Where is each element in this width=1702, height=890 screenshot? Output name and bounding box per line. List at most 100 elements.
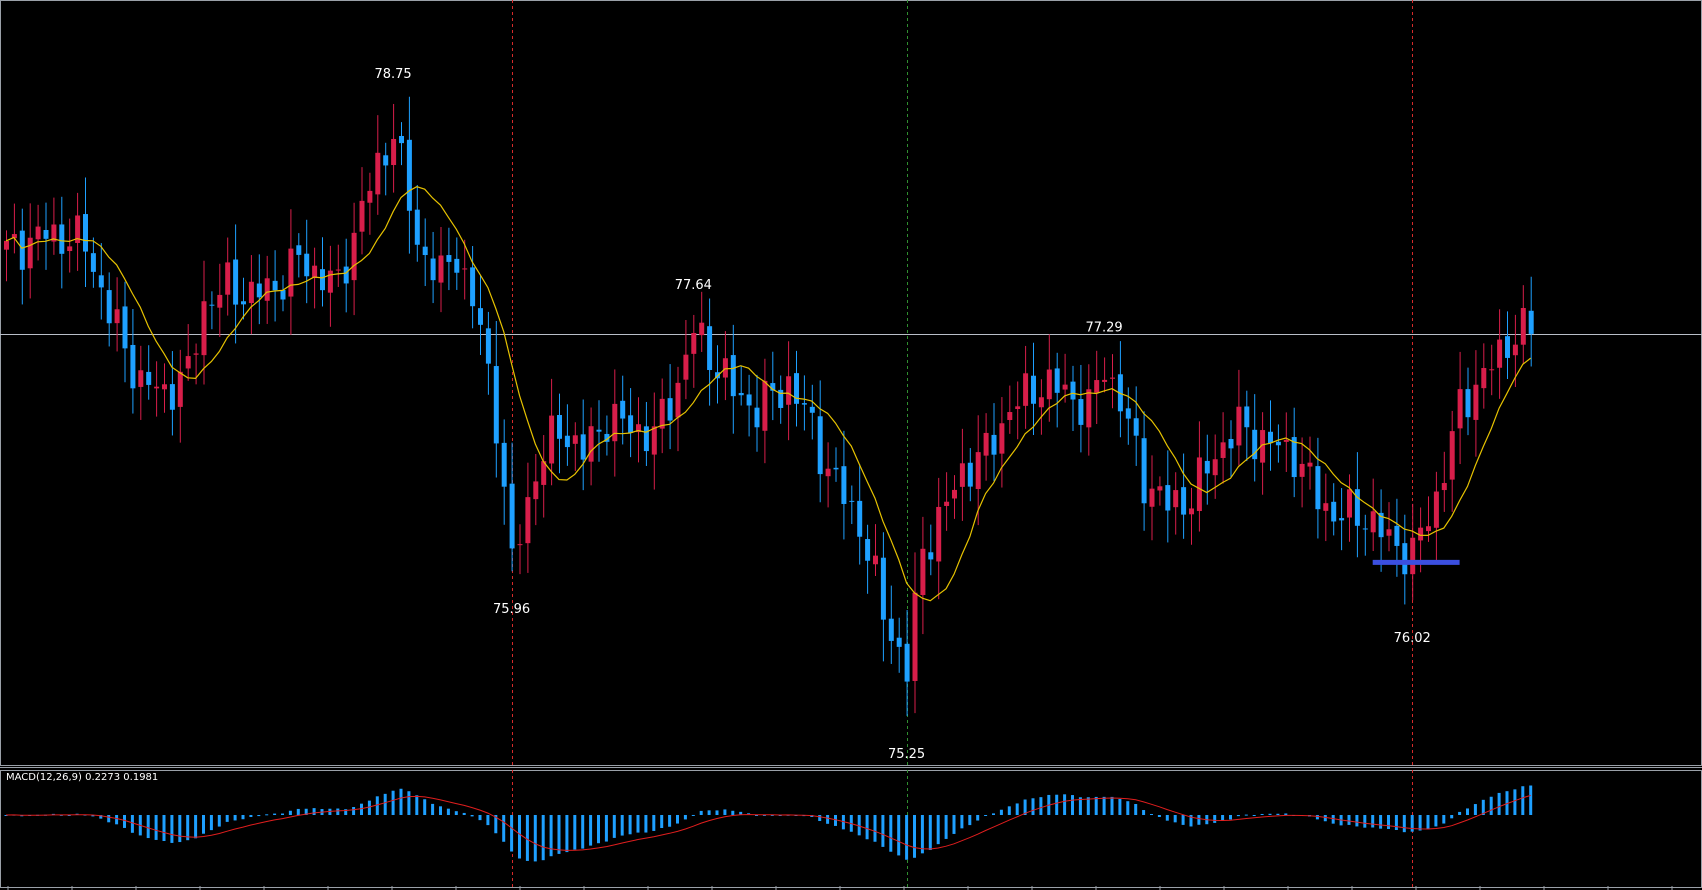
candle-body xyxy=(1141,438,1147,504)
macd-bar xyxy=(1473,804,1477,815)
candle-body xyxy=(359,200,365,232)
candle xyxy=(1441,451,1447,512)
candle xyxy=(75,192,81,271)
candle-body xyxy=(1315,466,1321,510)
candle xyxy=(430,231,436,304)
macd-bar xyxy=(217,815,221,827)
candle xyxy=(256,254,262,325)
macd-bar xyxy=(1450,815,1454,819)
macd-bar xyxy=(107,815,111,823)
candle-body xyxy=(43,229,49,239)
macd-bar xyxy=(668,815,672,827)
candle-body xyxy=(557,415,562,439)
macd-bar xyxy=(976,815,980,821)
candle-body xyxy=(1441,483,1447,491)
macd-bar xyxy=(841,815,845,830)
candle-body xyxy=(1228,438,1234,449)
candle-body xyxy=(604,433,610,442)
candle xyxy=(952,475,957,519)
candle xyxy=(778,375,784,424)
candle-body xyxy=(154,386,160,389)
candle-body xyxy=(1094,380,1100,393)
candle xyxy=(1196,421,1202,532)
macd-bar xyxy=(1434,815,1438,827)
macd-bar xyxy=(1268,813,1272,815)
candle-body xyxy=(1212,459,1218,476)
macd-bar xyxy=(1086,797,1090,815)
candle xyxy=(399,122,404,166)
macd-bar xyxy=(1015,803,1019,815)
candle-body xyxy=(1196,457,1202,512)
candle-body xyxy=(1173,490,1179,508)
candle-body xyxy=(651,426,657,455)
macd-bar xyxy=(304,808,308,815)
candle xyxy=(1157,476,1163,506)
candle-body xyxy=(146,371,152,385)
candle-body xyxy=(770,383,776,391)
candle xyxy=(1078,364,1084,453)
macd-bar xyxy=(510,815,514,852)
macd-bar xyxy=(652,815,656,831)
macd-bar xyxy=(494,815,498,834)
candle-body xyxy=(19,230,25,270)
macd-bar xyxy=(1394,815,1398,830)
macd-bar xyxy=(446,808,450,815)
candle-body xyxy=(1402,543,1408,575)
candle xyxy=(707,298,713,406)
macd-bar xyxy=(897,815,901,856)
candle xyxy=(367,172,373,235)
candle xyxy=(414,184,420,262)
macd-bar xyxy=(525,815,529,861)
candle xyxy=(1165,450,1171,543)
candle-body xyxy=(817,416,823,475)
candle xyxy=(557,393,562,474)
macd-bar xyxy=(383,793,387,815)
candle xyxy=(1275,424,1281,463)
macd-bar xyxy=(826,815,830,824)
candle-body xyxy=(1062,384,1068,390)
candle xyxy=(106,272,112,347)
candle xyxy=(636,397,641,463)
candle xyxy=(880,532,886,662)
candle xyxy=(4,230,9,282)
candle-body xyxy=(1268,431,1273,444)
candle-body xyxy=(391,138,397,166)
candle xyxy=(904,609,910,716)
candle-body xyxy=(699,322,705,336)
candle xyxy=(67,218,73,273)
candle-body xyxy=(722,358,728,378)
macd-bar xyxy=(557,815,561,854)
candle xyxy=(177,349,183,443)
candle-body xyxy=(438,255,444,283)
candle xyxy=(533,453,539,526)
candle-body xyxy=(675,382,681,418)
candle xyxy=(272,250,278,322)
candle-body xyxy=(162,384,167,390)
macd-bar xyxy=(762,814,766,816)
main-pane-border xyxy=(0,0,1702,766)
macd-bar xyxy=(1181,815,1185,825)
macd-bar xyxy=(375,796,379,815)
candle xyxy=(667,364,673,450)
macd-bar xyxy=(1481,799,1485,815)
candle xyxy=(1370,478,1376,552)
candle xyxy=(1252,394,1258,482)
macd-bar xyxy=(968,815,972,826)
macd-bar xyxy=(225,815,229,822)
candle xyxy=(604,415,610,456)
candle xyxy=(1283,412,1289,472)
candle-body xyxy=(983,432,989,456)
candle xyxy=(873,524,878,576)
macd-bar xyxy=(336,808,340,815)
macd-bar xyxy=(1118,798,1122,815)
macd-title: MACD(12,26,9) 0.2273 0.1981 xyxy=(6,772,158,783)
candle xyxy=(1149,455,1155,541)
macd-bar xyxy=(273,813,277,815)
macd-bar xyxy=(581,815,585,849)
candle-body xyxy=(1149,488,1155,507)
macd-bar xyxy=(1213,815,1217,823)
macd-bar xyxy=(731,810,735,815)
macd-bar xyxy=(360,803,363,815)
candle xyxy=(478,275,483,355)
